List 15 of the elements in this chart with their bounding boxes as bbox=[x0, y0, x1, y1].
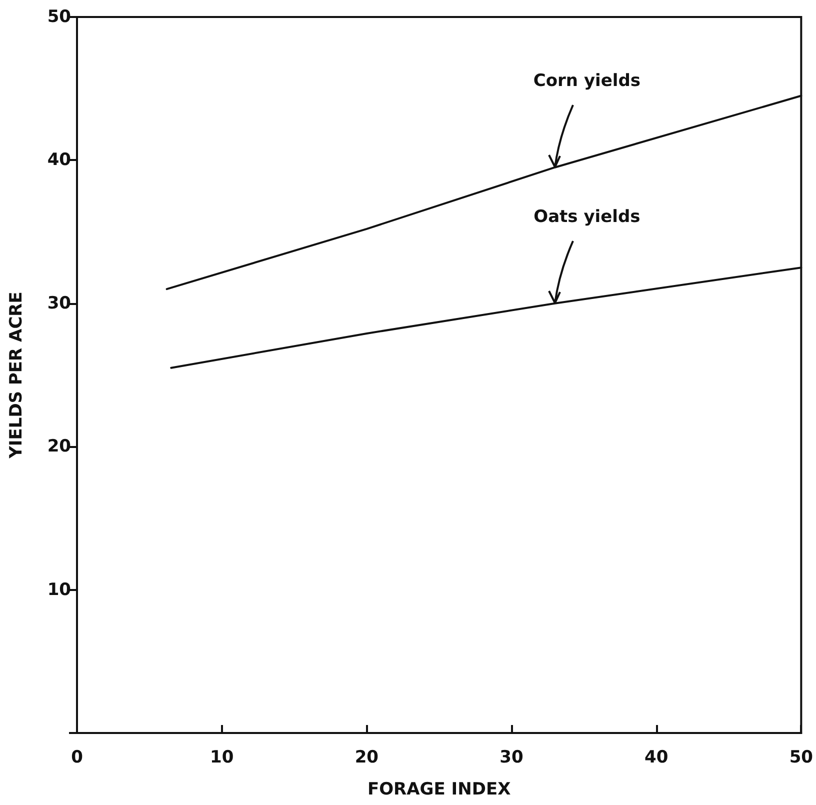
x-tick-label: 0 bbox=[71, 748, 84, 768]
x-tick-label: 30 bbox=[500, 748, 524, 768]
x-axis-title: FORAGE INDEX bbox=[367, 780, 511, 800]
x-tick-label: 40 bbox=[644, 748, 668, 768]
y-tick-label: 50 bbox=[47, 7, 72, 27]
y-tick-label: 20 bbox=[47, 436, 72, 457]
x-tick-label: 10 bbox=[210, 748, 234, 768]
text: Oats yields bbox=[534, 207, 640, 228]
x-tick-label: 50 bbox=[789, 748, 814, 768]
y-axis-title: YIELDS PER ACRE bbox=[6, 292, 26, 460]
y-tick-label: 10 bbox=[47, 580, 72, 600]
text: Corn yields bbox=[533, 71, 641, 92]
y-tick-label: 40 bbox=[47, 150, 72, 170]
y-tick-label: 30 bbox=[47, 293, 72, 314]
x-tick-label: 20 bbox=[354, 748, 379, 768]
